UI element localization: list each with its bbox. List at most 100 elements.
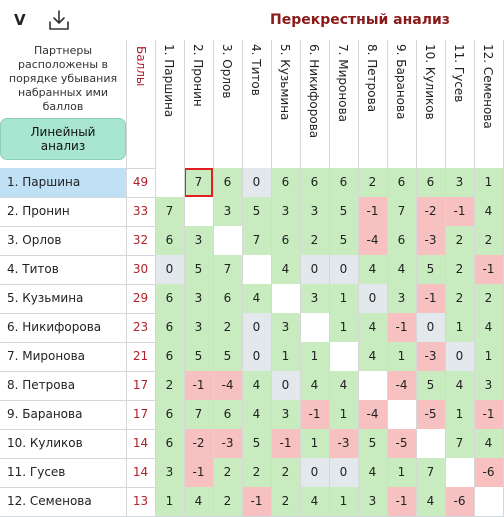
cross-cell[interactable]: 1 xyxy=(329,313,358,342)
cross-cell[interactable]: 4 xyxy=(242,284,271,313)
diagonal-cell[interactable] xyxy=(184,197,213,226)
cross-cell[interactable]: 2 xyxy=(242,458,271,487)
cross-cell[interactable]: 4 xyxy=(474,313,503,342)
cross-cell[interactable]: 2 xyxy=(445,255,474,284)
cross-cell[interactable]: -4 xyxy=(213,371,242,400)
cross-cell[interactable]: 6 xyxy=(155,226,184,255)
cross-cell[interactable]: 3 xyxy=(271,197,300,226)
cross-cell[interactable]: 4 xyxy=(300,371,329,400)
cross-cell[interactable]: 1 xyxy=(155,487,184,516)
cross-cell[interactable]: 1 xyxy=(329,400,358,429)
cross-cell[interactable]: 7 xyxy=(155,197,184,226)
cross-cell[interactable]: 2 xyxy=(300,226,329,255)
cross-cell[interactable]: -1 xyxy=(474,255,503,284)
cross-cell[interactable]: -1 xyxy=(242,487,271,516)
cross-cell[interactable]: 1 xyxy=(300,342,329,371)
cross-cell[interactable]: 1 xyxy=(474,168,503,197)
cross-cell[interactable]: -1 xyxy=(300,400,329,429)
partner-row-name[interactable]: 5. Кузьмина xyxy=(7,291,84,305)
cross-cell[interactable]: 0 xyxy=(271,371,300,400)
cross-cell[interactable]: 3 xyxy=(213,197,242,226)
diagonal-cell[interactable] xyxy=(271,284,300,313)
cross-cell[interactable]: 7 xyxy=(184,168,213,197)
cross-cell[interactable]: 4 xyxy=(358,313,387,342)
cross-cell[interactable]: -1 xyxy=(184,371,213,400)
diagonal-cell[interactable] xyxy=(445,458,474,487)
cross-cell[interactable]: 1 xyxy=(387,458,416,487)
cross-cell[interactable]: 1 xyxy=(271,342,300,371)
cross-cell[interactable]: 0 xyxy=(242,313,271,342)
cross-cell[interactable]: -6 xyxy=(474,458,503,487)
cross-cell[interactable]: -1 xyxy=(358,197,387,226)
cross-cell[interactable]: 1 xyxy=(329,487,358,516)
cross-cell[interactable]: -1 xyxy=(271,429,300,458)
cross-cell[interactable]: 7 xyxy=(445,429,474,458)
cross-cell[interactable]: 6 xyxy=(271,226,300,255)
cross-cell[interactable]: 3 xyxy=(184,313,213,342)
partner-row-name[interactable]: 12. Семенова xyxy=(7,494,92,508)
diagonal-cell[interactable] xyxy=(474,487,503,516)
cross-cell[interactable]: -5 xyxy=(387,429,416,458)
cross-cell[interactable]: 3 xyxy=(184,284,213,313)
cross-cell[interactable]: 6 xyxy=(300,168,329,197)
cross-cell[interactable]: 5 xyxy=(329,197,358,226)
cross-cell[interactable]: -4 xyxy=(387,371,416,400)
cross-cell[interactable]: -5 xyxy=(416,400,445,429)
partner-row-name[interactable]: 8. Петрова xyxy=(7,378,76,392)
cross-cell[interactable]: 3 xyxy=(271,400,300,429)
cross-cell[interactable]: 7 xyxy=(242,226,271,255)
partner-row-name[interactable]: 1. Паршина xyxy=(0,168,126,197)
cross-cell[interactable]: 3 xyxy=(271,313,300,342)
cross-cell[interactable]: 6 xyxy=(155,284,184,313)
cross-cell[interactable]: 2 xyxy=(213,313,242,342)
cross-cell[interactable]: 4 xyxy=(474,429,503,458)
cross-cell[interactable]: 5 xyxy=(358,429,387,458)
cross-cell[interactable]: 3 xyxy=(155,458,184,487)
cross-cell[interactable]: -3 xyxy=(416,226,445,255)
cross-cell[interactable]: 5 xyxy=(184,342,213,371)
cross-cell[interactable]: 2 xyxy=(474,226,503,255)
cross-cell[interactable]: 0 xyxy=(329,458,358,487)
cross-cell[interactable]: 6 xyxy=(213,168,242,197)
cross-cell[interactable]: -1 xyxy=(387,313,416,342)
cross-cell[interactable]: 6 xyxy=(155,313,184,342)
v-menu-button[interactable]: V xyxy=(14,11,26,29)
cross-cell[interactable]: 1 xyxy=(474,342,503,371)
cross-cell[interactable]: -2 xyxy=(184,429,213,458)
cross-cell[interactable]: 6 xyxy=(387,168,416,197)
partner-row-name[interactable]: 7. Миронова xyxy=(7,349,85,363)
cross-cell[interactable]: 3 xyxy=(474,371,503,400)
cross-cell[interactable]: 4 xyxy=(474,197,503,226)
diagonal-cell[interactable] xyxy=(242,255,271,284)
cross-cell[interactable]: 4 xyxy=(358,255,387,284)
cross-cell[interactable]: 4 xyxy=(271,255,300,284)
cross-cell[interactable]: 6 xyxy=(416,168,445,197)
partner-row-name[interactable]: 9. Баранова xyxy=(7,407,83,421)
cross-cell[interactable]: 4 xyxy=(242,371,271,400)
cross-cell[interactable]: 5 xyxy=(416,371,445,400)
cross-cell[interactable]: 2 xyxy=(358,168,387,197)
cross-cell[interactable]: 7 xyxy=(213,255,242,284)
cross-cell[interactable]: -1 xyxy=(387,487,416,516)
cross-cell[interactable]: 2 xyxy=(155,371,184,400)
cross-cell[interactable]: 3 xyxy=(300,197,329,226)
partner-row-name[interactable]: 11. Гусев xyxy=(7,465,66,479)
cross-cell[interactable]: 0 xyxy=(329,255,358,284)
cross-cell[interactable]: -1 xyxy=(184,458,213,487)
diagonal-cell[interactable] xyxy=(300,313,329,342)
cross-cell[interactable]: 4 xyxy=(358,458,387,487)
cross-cell[interactable]: 6 xyxy=(155,429,184,458)
cross-cell[interactable]: 2 xyxy=(213,487,242,516)
cross-cell[interactable]: 5 xyxy=(242,197,271,226)
linear-analysis-button[interactable]: Линейный анализ xyxy=(0,118,126,160)
cross-cell[interactable]: 4 xyxy=(358,342,387,371)
cross-cell[interactable]: 6 xyxy=(387,226,416,255)
diagonal-cell[interactable] xyxy=(213,226,242,255)
partner-row-name[interactable]: 3. Орлов xyxy=(7,233,62,247)
cross-cell[interactable]: 2 xyxy=(474,284,503,313)
cross-cell[interactable]: 0 xyxy=(300,458,329,487)
cross-cell[interactable]: -4 xyxy=(358,400,387,429)
cross-cell[interactable]: 0 xyxy=(300,255,329,284)
cross-cell[interactable]: 5 xyxy=(329,226,358,255)
cross-cell[interactable]: 2 xyxy=(213,458,242,487)
